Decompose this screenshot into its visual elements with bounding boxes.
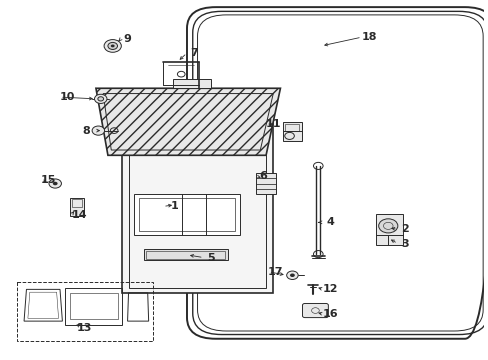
- Text: 11: 11: [265, 118, 281, 129]
- Circle shape: [108, 42, 117, 49]
- Bar: [69, 198, 84, 216]
- Text: 6: 6: [259, 171, 267, 181]
- Circle shape: [98, 97, 103, 101]
- Circle shape: [94, 94, 107, 103]
- Circle shape: [49, 179, 61, 188]
- Bar: [376, 213, 402, 245]
- Polygon shape: [96, 88, 280, 155]
- Bar: [139, 198, 234, 231]
- Text: 4: 4: [326, 217, 334, 227]
- Text: 3: 3: [401, 239, 408, 248]
- Bar: [172, 80, 210, 88]
- Bar: [256, 173, 275, 194]
- Circle shape: [111, 45, 114, 48]
- Text: 18: 18: [361, 32, 376, 42]
- Text: 17: 17: [267, 267, 283, 277]
- Text: 16: 16: [322, 309, 338, 319]
- Text: 12: 12: [323, 284, 338, 294]
- Text: 1: 1: [171, 202, 179, 211]
- Text: 13: 13: [76, 323, 91, 333]
- Bar: [134, 194, 239, 235]
- Circle shape: [286, 271, 298, 279]
- Circle shape: [104, 40, 121, 52]
- Bar: [129, 125, 265, 288]
- Text: 14: 14: [71, 210, 87, 220]
- Circle shape: [289, 274, 294, 277]
- Bar: [146, 251, 225, 259]
- Text: 9: 9: [123, 34, 131, 44]
- Bar: [122, 120, 273, 293]
- Bar: [71, 199, 82, 207]
- Circle shape: [53, 182, 58, 185]
- Bar: [64, 288, 122, 325]
- Bar: [17, 282, 153, 341]
- Text: 2: 2: [400, 224, 408, 234]
- Text: 7: 7: [190, 48, 198, 58]
- Text: 15: 15: [40, 175, 56, 185]
- Circle shape: [92, 126, 104, 135]
- Bar: [143, 249, 227, 260]
- Bar: [282, 122, 302, 141]
- Text: 5: 5: [207, 253, 214, 262]
- Circle shape: [378, 219, 397, 233]
- FancyBboxPatch shape: [302, 303, 328, 318]
- Text: 10: 10: [60, 92, 75, 102]
- Bar: [69, 293, 117, 319]
- Bar: [285, 123, 298, 131]
- Text: 8: 8: [82, 126, 90, 136]
